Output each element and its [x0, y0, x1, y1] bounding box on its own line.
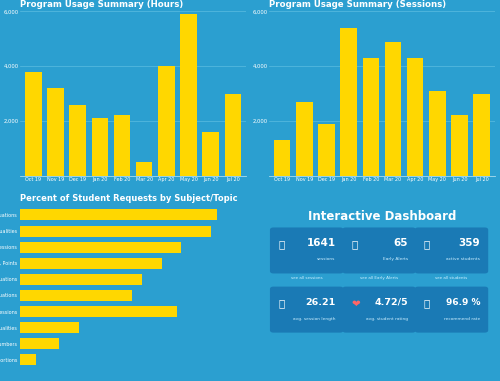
Text: active students: active students — [446, 258, 480, 261]
Text: 359: 359 — [458, 238, 480, 248]
Bar — [474, 94, 490, 176]
Bar — [20, 242, 182, 253]
Text: 🔔: 🔔 — [352, 239, 358, 249]
Text: recommend rate: recommend rate — [444, 317, 480, 321]
FancyBboxPatch shape — [270, 287, 344, 333]
Text: 👤: 👤 — [424, 239, 430, 249]
Text: see all students: see all students — [436, 276, 468, 280]
FancyBboxPatch shape — [414, 227, 488, 274]
Bar — [20, 354, 36, 365]
Bar — [20, 226, 211, 237]
Bar — [296, 102, 312, 176]
FancyBboxPatch shape — [414, 287, 488, 333]
Text: 96.9 %: 96.9 % — [446, 298, 480, 307]
Bar — [20, 290, 132, 301]
Bar — [25, 72, 42, 176]
Text: see all Early Alerts: see all Early Alerts — [360, 276, 398, 280]
Text: 26.21: 26.21 — [306, 298, 336, 307]
Text: see all sessions: see all sessions — [291, 276, 322, 280]
Text: sessions: sessions — [317, 258, 336, 261]
Bar — [70, 104, 86, 176]
Bar — [20, 274, 142, 285]
Bar — [340, 28, 357, 176]
Text: 💬: 💬 — [279, 239, 285, 249]
Bar — [20, 322, 79, 333]
Bar — [20, 338, 59, 349]
Text: 4.72/5: 4.72/5 — [374, 298, 408, 307]
FancyBboxPatch shape — [342, 227, 416, 274]
Bar — [407, 58, 424, 176]
Bar — [20, 210, 216, 221]
Text: avg. session length: avg. session length — [293, 317, 336, 321]
Bar — [114, 115, 130, 176]
Text: avg. student rating: avg. student rating — [366, 317, 408, 321]
Bar — [92, 118, 108, 176]
Bar — [158, 66, 174, 176]
FancyBboxPatch shape — [342, 287, 416, 333]
Text: 👍: 👍 — [424, 298, 430, 309]
Bar — [47, 88, 64, 176]
Bar — [451, 115, 468, 176]
Bar — [384, 42, 402, 176]
Text: ⏰: ⏰ — [279, 298, 285, 309]
Bar — [136, 162, 152, 176]
Bar — [20, 258, 162, 269]
Text: 1641: 1641 — [306, 238, 336, 248]
Text: 65: 65 — [394, 238, 408, 248]
Bar — [202, 132, 219, 176]
Text: Percent of Student Requests by Subject/Topic: Percent of Student Requests by Subject/T… — [20, 194, 238, 203]
Bar — [274, 140, 290, 176]
Bar — [20, 306, 178, 317]
Bar — [429, 91, 446, 176]
Text: ❤: ❤ — [352, 298, 360, 309]
Text: Program Usage Summary (Sessions): Program Usage Summary (Sessions) — [269, 0, 446, 9]
Text: Program Usage Summary (Hours): Program Usage Summary (Hours) — [20, 0, 183, 9]
Bar — [180, 14, 197, 176]
Bar — [362, 58, 379, 176]
FancyBboxPatch shape — [270, 227, 344, 274]
Text: Interactive Dashboard: Interactive Dashboard — [308, 210, 456, 223]
Bar — [318, 124, 335, 176]
Text: Early Alerts: Early Alerts — [383, 258, 408, 261]
Bar — [224, 94, 241, 176]
